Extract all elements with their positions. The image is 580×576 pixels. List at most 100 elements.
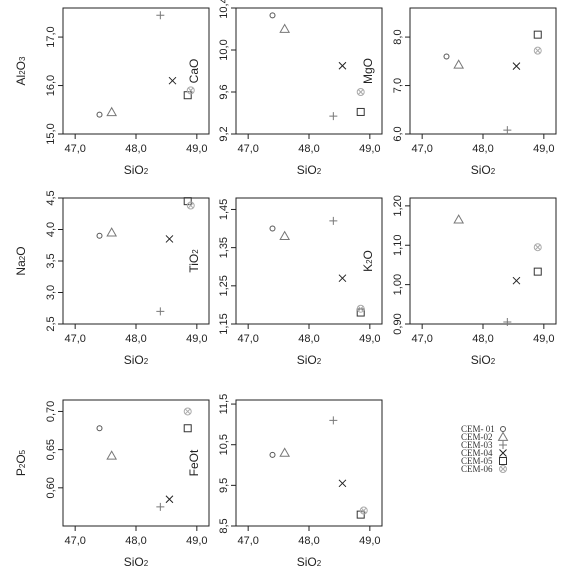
y-tick-label: 2,5 [45, 316, 57, 331]
data-point-cem-06 [183, 407, 192, 416]
data-point-cem-06 [356, 304, 365, 313]
data-point-cem-06 [533, 243, 542, 252]
x-tick-label: 49,0 [186, 333, 207, 345]
data-point-cem-03 [329, 216, 338, 225]
data-point-cem-01 [269, 225, 276, 232]
x-tick-label: 49,0 [533, 333, 554, 345]
data-point-cem-02 [106, 450, 118, 460]
y-tick-label: 17,0 [45, 26, 57, 47]
data-point-cem-04 [338, 61, 347, 70]
legend-label: CEM-05 [461, 456, 493, 466]
y-axis-label: Al2O3 [14, 56, 28, 85]
y-tick-label: 9,6 [218, 84, 230, 99]
data-point-cem-04 [512, 276, 521, 285]
data-point-cem-03 [503, 126, 512, 135]
y-tick-label: 3,0 [45, 285, 57, 300]
x-tick-label: 49,0 [359, 143, 380, 155]
data-point-cem-03 [329, 416, 338, 425]
legend-marker-cem-02 [497, 431, 509, 441]
scatter-panel-feot: 47,0 48,0 49,0 8,5 9,5 10,5 11,5 SiO2 FeOt [187, 394, 383, 569]
x-tick-label: 48,0 [298, 535, 319, 547]
y-tick-label: 6,0 [392, 126, 404, 141]
x-tick-label: 48,0 [472, 333, 493, 345]
x-axis-label: SiO2 [124, 353, 149, 367]
data-point-cem-06 [359, 506, 368, 515]
plot-frame [409, 7, 557, 135]
x-tick-label: 47,0 [64, 333, 85, 345]
x-tick-label: 48,0 [125, 143, 146, 155]
x-tick-label: 49,0 [533, 143, 554, 155]
scatter-panel-cao: 47,0 48,0 49,0 9,2 9,6 10,0 10,4 SiO2 CaO [187, 0, 383, 177]
y-tick-label: 7,0 [392, 78, 404, 93]
data-point-cem-05 [533, 30, 542, 39]
data-point-cem-01 [96, 232, 103, 239]
scatter-panel-p2o5: 47,0 48,0 49,0 0,60 0,65 0,70 SiO2 P2O5 [14, 399, 210, 569]
y-tick-label: 9,2 [218, 126, 230, 141]
x-tick-label: 47,0 [411, 143, 432, 155]
legend-marker-cem-04 [499, 449, 507, 457]
plot-frame [235, 399, 383, 527]
scatter-panel-na2o: 47,0 48,0 49,0 2,5 3,0 3,5 4,0 4,5 SiO2 Na2O [14, 190, 210, 367]
legend-marker-cem-06 [499, 465, 507, 473]
data-point-cem-03 [329, 112, 338, 121]
data-point-cem-05 [183, 424, 192, 433]
y-tick-label: 1,45 [218, 199, 230, 220]
data-point-cem-04 [168, 76, 177, 85]
x-tick-label: 47,0 [237, 535, 258, 547]
data-point-cem-02 [279, 230, 291, 241]
y-tick-label: 0,60 [45, 477, 57, 498]
x-tick-label: 49,0 [359, 535, 380, 547]
y-axis-label: Na2O [14, 246, 28, 275]
y-tick-label: 8,5 [218, 518, 230, 533]
data-point-cem-02 [453, 59, 465, 69]
legend-label: CEM-04 [461, 448, 493, 458]
plot-frame [409, 197, 557, 325]
y-tick-label: 9,5 [218, 478, 230, 493]
scatter-panel-tio2: 47,0 48,0 49,0 1,15 1,25 1,35 1,45 SiO2 TiO2 [187, 197, 383, 367]
y-tick-label: 11,5 [218, 394, 230, 415]
x-axis-label: SiO2 [471, 353, 496, 367]
y-tick-label: 10,5 [218, 434, 230, 455]
data-point-cem-06 [186, 86, 195, 95]
x-tick-label: 48,0 [472, 143, 493, 155]
legend-label: CEM-03 [461, 440, 493, 450]
legend-marker-cem-05 [499, 457, 507, 465]
data-point-cem-01 [96, 111, 103, 118]
x-tick-label: 48,0 [125, 535, 146, 547]
y-tick-label: 3,5 [45, 253, 57, 268]
legend-marker-cem-01 [500, 426, 506, 432]
x-tick-label: 49,0 [186, 535, 207, 547]
y-tick-label: 1,15 [218, 313, 230, 334]
data-point-cem-04 [338, 274, 347, 283]
x-axis-label: SiO2 [124, 163, 149, 177]
y-axis-label: MgO [361, 58, 375, 84]
data-point-cem-03 [156, 307, 165, 316]
data-point-cem-02 [106, 106, 118, 117]
y-tick-label: 4,0 [45, 222, 57, 237]
x-tick-label: 48,0 [298, 333, 319, 345]
scatter-panel-al2o3: 47,0 48,0 49,0 15,0 16,0 17,0 SiO2 Al2O3 [14, 7, 210, 177]
data-point-cem-04 [165, 495, 174, 504]
y-tick-label: 0,90 [392, 313, 404, 334]
x-axis-label: SiO2 [297, 555, 322, 569]
data-point-cem-01 [443, 53, 450, 60]
data-point-cem-05 [356, 107, 365, 116]
y-tick-label: 16,0 [45, 75, 57, 96]
y-axis-label: FeOt [187, 449, 201, 476]
x-tick-label: 47,0 [237, 143, 258, 155]
data-point-cem-03 [503, 318, 512, 327]
scatter-panel-k2o: 47,0 48,0 49,0 0,90 1,00 1,10 1,20 SiO2 K2O [361, 195, 557, 367]
x-tick-label: 47,0 [64, 143, 85, 155]
y-tick-label: 10,4 [218, 0, 230, 19]
y-tick-label: 1,00 [392, 274, 404, 295]
y-tick-label: 0,65 [45, 439, 57, 460]
data-point-cem-01 [96, 425, 103, 432]
x-axis-label: SiO2 [471, 163, 496, 177]
legend-marker-cem-03 [499, 441, 507, 449]
data-point-cem-04 [512, 62, 521, 71]
y-tick-label: 8,0 [392, 29, 404, 44]
data-point-cem-01 [269, 12, 276, 19]
scatter-panel-mgo: 47,0 48,0 49,0 6,0 7,0 8,0 SiO2 MgO [361, 7, 557, 177]
